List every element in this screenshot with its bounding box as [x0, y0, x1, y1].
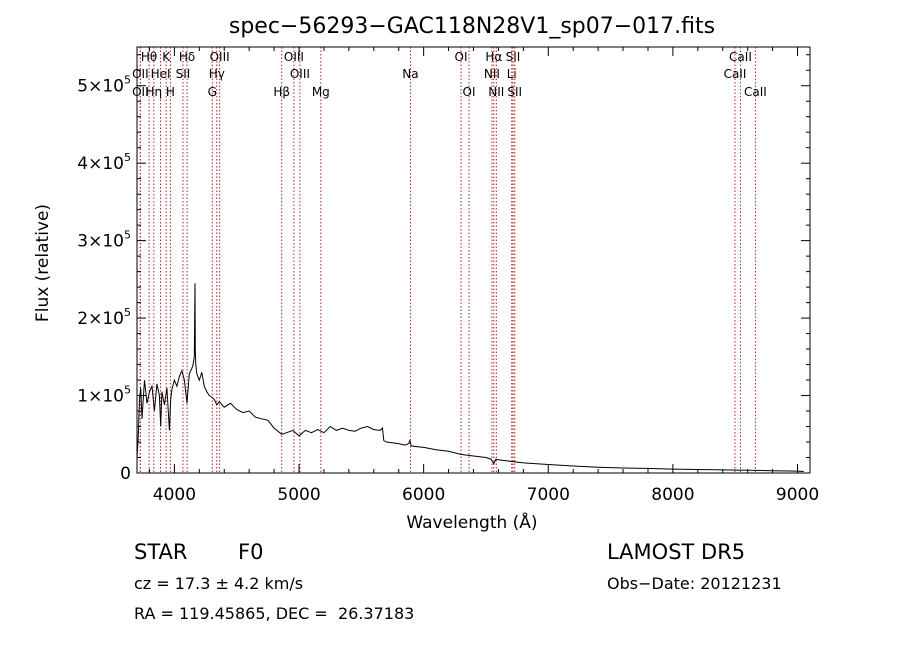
- redshift-cz: cz = 17.3 ± 4.2 km/s: [134, 574, 304, 593]
- line-label: G: [208, 85, 217, 99]
- line-label: Hγ: [209, 67, 225, 81]
- x-tick-label: 8000: [651, 485, 694, 505]
- line-label: HeI: [151, 67, 171, 81]
- line-label: Li: [507, 67, 517, 81]
- x-tick-label: 7000: [527, 485, 570, 505]
- line-label: Hδ: [179, 50, 195, 64]
- line-label: SII: [506, 50, 521, 64]
- line-label: OI: [463, 85, 476, 99]
- coordinates: RA = 119.45865, DEC = 26.37183: [134, 604, 415, 623]
- line-label: OIII: [290, 67, 310, 81]
- y-tick-label: 0: [120, 464, 131, 484]
- line-label: H: [166, 85, 175, 99]
- y-tick-label: 2×105: [77, 306, 131, 329]
- line-label: Mg: [312, 85, 330, 99]
- line-label: SII: [507, 85, 522, 99]
- survey-name: LAMOST DR5: [607, 540, 746, 564]
- line-label: OII: [132, 67, 149, 81]
- line-label: CaII: [729, 50, 752, 64]
- line-label: Na: [402, 67, 418, 81]
- spectral-subclass: F0: [238, 540, 264, 564]
- line-label: OII: [132, 85, 149, 99]
- line-label: CaII: [744, 85, 767, 99]
- observation-date: Obs−Date: 20121231: [607, 574, 782, 593]
- y-tick-label: 5×105: [77, 74, 131, 97]
- y-tick-label: 1×105: [77, 384, 131, 407]
- line-label: OI: [455, 50, 468, 64]
- y-axis-label: Flux (relative): [33, 204, 53, 322]
- line-label: Hβ: [273, 85, 290, 99]
- spectrum-chart: spec−56293−GAC118N28V1_sp07−017.fits Hθ O…: [33, 14, 819, 533]
- line-label: K: [162, 50, 171, 64]
- x-tick-label: 6000: [402, 485, 445, 505]
- line-label: NII: [484, 67, 500, 81]
- x-axis-label: Wavelength (Å): [406, 511, 537, 533]
- object-class: STAR: [134, 540, 188, 564]
- y-tick-label: 3×105: [77, 229, 131, 252]
- plot-frame: [136, 46, 811, 474]
- x-tick-label: 5000: [277, 485, 320, 505]
- x-tick-label: 9000: [776, 485, 819, 505]
- y-tick-label: 4×105: [77, 151, 131, 174]
- line-label: OIII: [210, 50, 230, 64]
- line-label: SII: [176, 67, 191, 81]
- chart-title: spec−56293−GAC118N28V1_sp07−017.fits: [229, 14, 715, 39]
- line-label: OIII: [284, 50, 304, 64]
- axis-ticks: 4000 5000 6000 7000 8000 9000 0 1×105 2×105 3×105…: [77, 47, 819, 505]
- line-label: CaII: [724, 67, 747, 81]
- spectrum-layer: [136, 283, 804, 472]
- x-tick-label: 4000: [153, 485, 196, 505]
- line-label: Hα: [485, 50, 502, 64]
- line-label: Hθ: [141, 50, 157, 64]
- line-label: Hη: [146, 85, 163, 99]
- spectrum-line: [136, 283, 804, 472]
- line-label: NII: [488, 85, 504, 99]
